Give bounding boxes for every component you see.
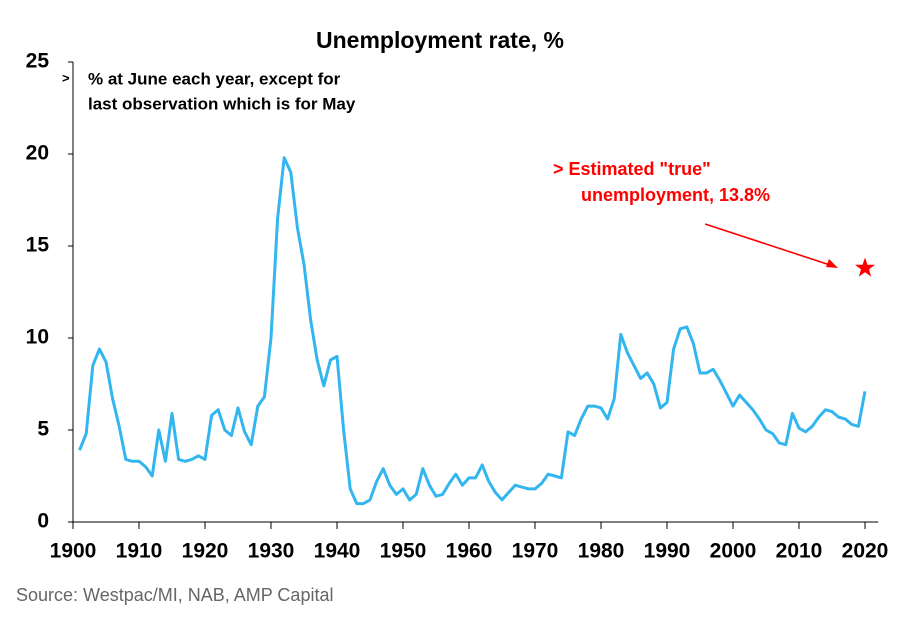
chart-title: Unemployment rate, % — [316, 27, 564, 53]
x-tick-label: 2010 — [776, 540, 823, 563]
x-tick-label: 1920 — [182, 540, 229, 563]
x-tick-label: 1980 — [578, 540, 625, 563]
note-marker: > — [62, 70, 70, 85]
y-tick-label: 0 — [37, 510, 49, 533]
y-tick-label: 15 — [26, 234, 50, 257]
x-tick-label: 1900 — [50, 540, 97, 563]
y-tick-label: 5 — [37, 418, 49, 441]
x-tick-label: 2020 — [842, 540, 889, 563]
y-tick-label: 20 — [26, 142, 49, 165]
x-tick-label: 1960 — [446, 540, 493, 563]
x-tick-label: 1940 — [314, 540, 361, 563]
x-tick-label: 2000 — [710, 540, 757, 563]
x-tick-label: 1950 — [380, 540, 427, 563]
source: Source: Westpac/MI, NAB, AMP Capital — [16, 585, 333, 605]
x-tick-label: 1930 — [248, 540, 295, 563]
annotation-star — [855, 257, 875, 277]
subtitle: last observation which is for May — [88, 94, 356, 113]
line-series — [78, 156, 867, 506]
x-tick-label: 1970 — [512, 540, 559, 563]
annotation-arrow — [704, 223, 831, 266]
x-tick-label: 1990 — [644, 540, 691, 563]
annotation-text: > Estimated "true" — [553, 159, 711, 179]
y-tick-label: 10 — [26, 326, 49, 349]
subtitle: % at June each year, except for — [88, 69, 341, 88]
arrow-head — [826, 259, 838, 268]
annotation-text: unemployment, 13.8% — [581, 185, 770, 205]
x-tick-label: 1910 — [116, 540, 163, 563]
y-tick-label: 25 — [26, 50, 50, 73]
